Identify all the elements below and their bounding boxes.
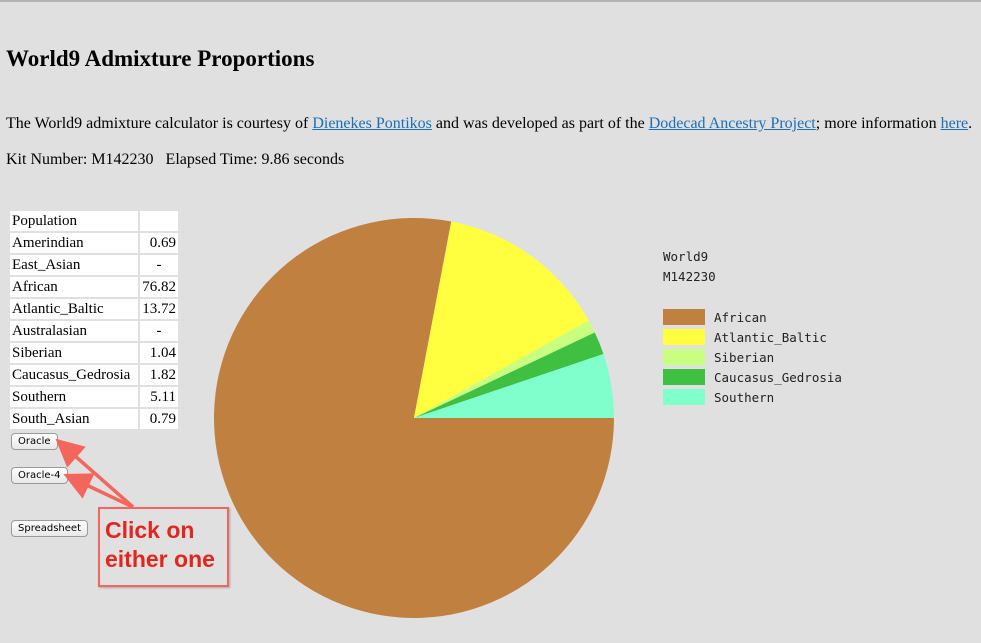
legend-label: African: [714, 309, 767, 325]
legend-title: World9: [663, 249, 709, 264]
intro-text-part: ; more information: [815, 115, 941, 132]
population-name: East_Asian: [10, 255, 138, 275]
population-value: 76.82: [140, 277, 178, 297]
chart-legend: World9 M142230 African Atlantic_Baltic Sib…: [663, 247, 842, 407]
table-header-row: Population: [10, 211, 178, 231]
intro-text: The World9 admixture calculator is court…: [6, 115, 972, 133]
legend-label: Atlantic_Baltic: [714, 329, 827, 345]
legend-item: Southern: [663, 387, 842, 407]
population-value: 0.69: [140, 233, 178, 253]
table-row: Atlantic_Baltic 13.72: [10, 299, 178, 319]
legend-swatch: [663, 389, 705, 405]
legend-swatch: [663, 369, 705, 385]
population-name: Siberian: [10, 343, 138, 363]
population-name: South_Asian: [10, 409, 138, 429]
legend-label: Southern: [714, 389, 775, 405]
legend-item: African: [663, 307, 842, 327]
population-header: Population: [10, 211, 138, 231]
intro-text-part: .: [968, 115, 973, 132]
more-info-link[interactable]: here: [940, 115, 969, 132]
legend-item: Atlantic_Baltic: [663, 327, 842, 347]
legend-swatch: [663, 349, 705, 365]
legend-item: Caucasus_Gedrosia: [663, 367, 842, 387]
callout-line-2: either one: [105, 546, 215, 572]
population-value: 0.79: [140, 409, 178, 429]
population-name: Australasian: [10, 321, 138, 341]
table-row: Australasian -: [10, 321, 178, 341]
table-row: Caucasus_Gedrosia 1.82: [10, 365, 178, 385]
table-row: Southern 5.11: [10, 387, 178, 407]
callout-line-1: Click on: [105, 517, 195, 543]
legend-kit: M142230: [663, 269, 716, 284]
pie-slice-siberian: [414, 320, 595, 418]
population-value: 5.11: [140, 387, 178, 407]
kit-info: Kit Number: M142230 Elapsed Time: 9.86 se…: [6, 151, 344, 169]
table-row: South_Asian 0.79: [10, 409, 178, 429]
dienekes-pontikos-link[interactable]: Dienekes Pontikos: [312, 115, 432, 132]
intro-text-part: and was developed as part of the: [431, 115, 649, 132]
oracle-button[interactable]: Oracle: [11, 433, 58, 450]
legend-item: Siberian: [663, 347, 842, 367]
population-name: Southern: [10, 387, 138, 407]
value-header: [140, 211, 178, 231]
intro-text-part: The World9 admixture calculator is court…: [6, 115, 313, 132]
population-value: -: [140, 321, 178, 341]
elapsed-time: Elapsed Time: 9.86 seconds: [165, 151, 345, 168]
pie-slice-african: [214, 218, 614, 618]
population-name: Caucasus_Gedrosia: [10, 365, 138, 385]
pie-slice-caucasus-gedrosia: [414, 332, 604, 418]
click-annotation-callout: Click on either one: [98, 507, 229, 587]
population-table: Population Amerindian 0.69 East_Asian - Afri…: [8, 209, 180, 431]
table-row: East_Asian -: [10, 255, 178, 275]
population-name: Atlantic_Baltic: [10, 299, 138, 319]
table-row: African 76.82: [10, 277, 178, 297]
dodecad-project-link[interactable]: Dodecad Ancestry Project: [648, 115, 816, 132]
population-value: -: [140, 255, 178, 275]
population-value: 1.82: [140, 365, 178, 385]
pie-slice-atlantic-baltic: [414, 221, 589, 418]
table-row: Amerindian 0.69: [10, 233, 178, 253]
page-title: World9 Admixture Proportions: [6, 46, 315, 71]
population-name: Amerindian: [10, 233, 138, 253]
population-name: African: [10, 277, 138, 297]
legend-label: Siberian: [714, 349, 775, 365]
kit-number: Kit Number: M142230: [6, 151, 154, 168]
legend-swatch: [663, 309, 705, 325]
table-row: Siberian 1.04: [10, 343, 178, 363]
spreadsheet-button[interactable]: Spreadsheet: [11, 520, 88, 537]
population-value: 1.04: [140, 343, 178, 363]
population-value: 13.72: [140, 299, 178, 319]
legend-swatch: [663, 329, 705, 345]
legend-label: Caucasus_Gedrosia: [714, 369, 842, 385]
pie-slice-southern: [414, 353, 614, 418]
